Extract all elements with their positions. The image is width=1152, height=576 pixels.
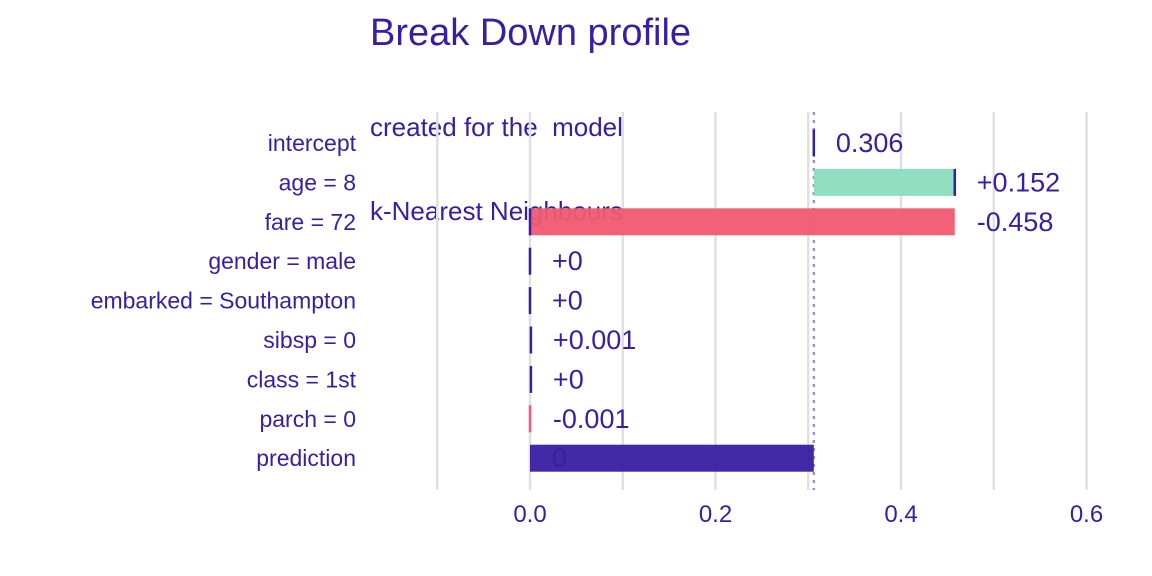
value-label: 0.306 — [836, 128, 904, 158]
row-label: parch = 0 — [259, 406, 356, 432]
value-label: +0.001 — [553, 325, 636, 355]
x-tick-label: 0.4 — [884, 501, 917, 528]
value-label: +0.152 — [977, 167, 1060, 197]
chart-title: Break Down profile — [370, 12, 692, 54]
value-label: 0 — [552, 443, 567, 473]
value-label: -0.001 — [553, 404, 630, 434]
bar-layer — [528, 129, 957, 472]
label-layer: 0.0 0.2 0.4 0.6 intercept 0.306 age = 8 +0.152 f… — [91, 128, 1104, 528]
row-label: age = 8 — [279, 169, 356, 195]
bar-prediction — [530, 444, 814, 472]
value-label: -0.458 — [977, 207, 1054, 237]
bar-positive — [813, 168, 955, 196]
row-label: embarked = Southampton — [91, 288, 356, 314]
value-label: +0 — [552, 246, 583, 276]
row-label: intercept — [268, 130, 357, 156]
row-label: class = 1st — [247, 366, 357, 392]
x-tick-label: 0.2 — [699, 501, 732, 528]
row-label: fare = 72 — [265, 209, 356, 235]
row-label: gender = male — [208, 248, 356, 274]
bar-negative — [530, 208, 955, 236]
value-label: +0 — [552, 286, 583, 316]
chart-subtitle: created for the model k-Nearest Neighbou… — [370, 57, 623, 253]
value-label: +0 — [553, 364, 584, 394]
x-tick-label: 0.0 — [513, 501, 546, 528]
row-label: prediction — [256, 445, 356, 471]
chart-subtitle-line-1: created for the model — [370, 112, 623, 142]
x-tick-label: 0.6 — [1070, 501, 1103, 528]
row-label: sibsp = 0 — [263, 327, 356, 353]
